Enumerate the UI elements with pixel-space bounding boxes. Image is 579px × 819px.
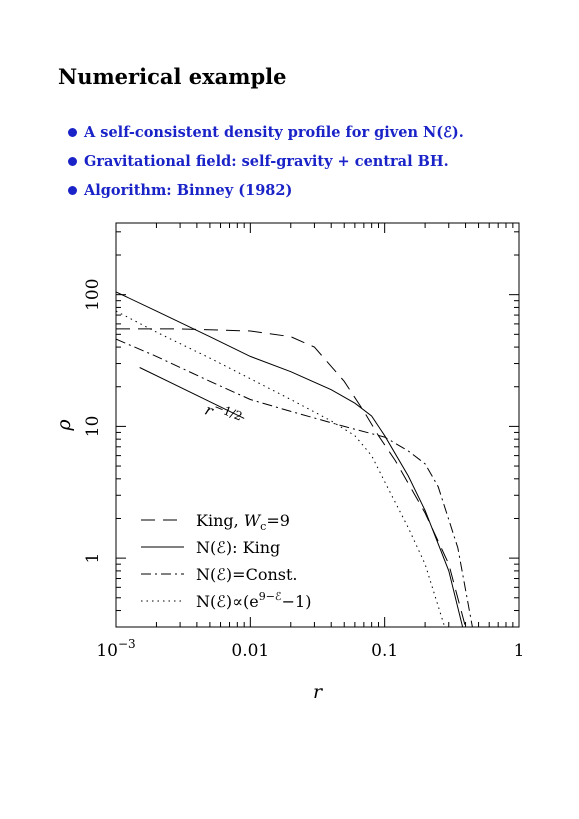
bullet-item: Gravitational field: self-gravity + cent… [68, 147, 464, 176]
legend-label-3: N(ℰ)∝(e9−ℰ−1) [196, 590, 311, 611]
series-line-1 [116, 291, 464, 627]
slope-reference-line [139, 367, 245, 419]
bullet-item: A self-consistent density profile for gi… [68, 118, 464, 147]
bullet-dot-icon [68, 157, 77, 166]
x-tick-label: 10−3 [96, 637, 135, 661]
series-group [116, 291, 473, 627]
bullet-text: A self-consistent density profile for gi… [84, 124, 464, 141]
y-axis-label: ρ [53, 419, 75, 432]
x-axis-label: r [313, 681, 324, 703]
y-tick-label: 1 [83, 553, 103, 564]
x-tick-label: 0.1 [371, 641, 398, 661]
y-tick-label: 100 [83, 278, 103, 310]
bullet-dot-icon [68, 128, 77, 137]
legend-label-1: N(ℰ): King [196, 538, 280, 557]
bullet-dot-icon [68, 186, 77, 195]
plot-frame [115, 222, 520, 628]
x-tick-label: 0.01 [231, 641, 269, 661]
series-line-2 [116, 338, 473, 627]
slide-title: Numerical example [58, 64, 287, 89]
series-line-0 [116, 328, 466, 627]
legend-label-0: King, Wc=9 [196, 511, 290, 533]
bullet-list: A self-consistent density profile for gi… [68, 118, 464, 205]
y-tick-label: 10 [83, 416, 103, 438]
bullet-text: Gravitational field: self-gravity + cent… [84, 153, 449, 170]
slope-annotation: r−1/2 [202, 397, 244, 431]
x-tick-label: 1 [514, 641, 525, 661]
legend-label-2: N(ℰ)=Const. [196, 565, 297, 584]
bullet-text: Algorithm: Binney (1982) [84, 182, 293, 199]
bullet-item: Algorithm: Binney (1982) [68, 176, 464, 205]
